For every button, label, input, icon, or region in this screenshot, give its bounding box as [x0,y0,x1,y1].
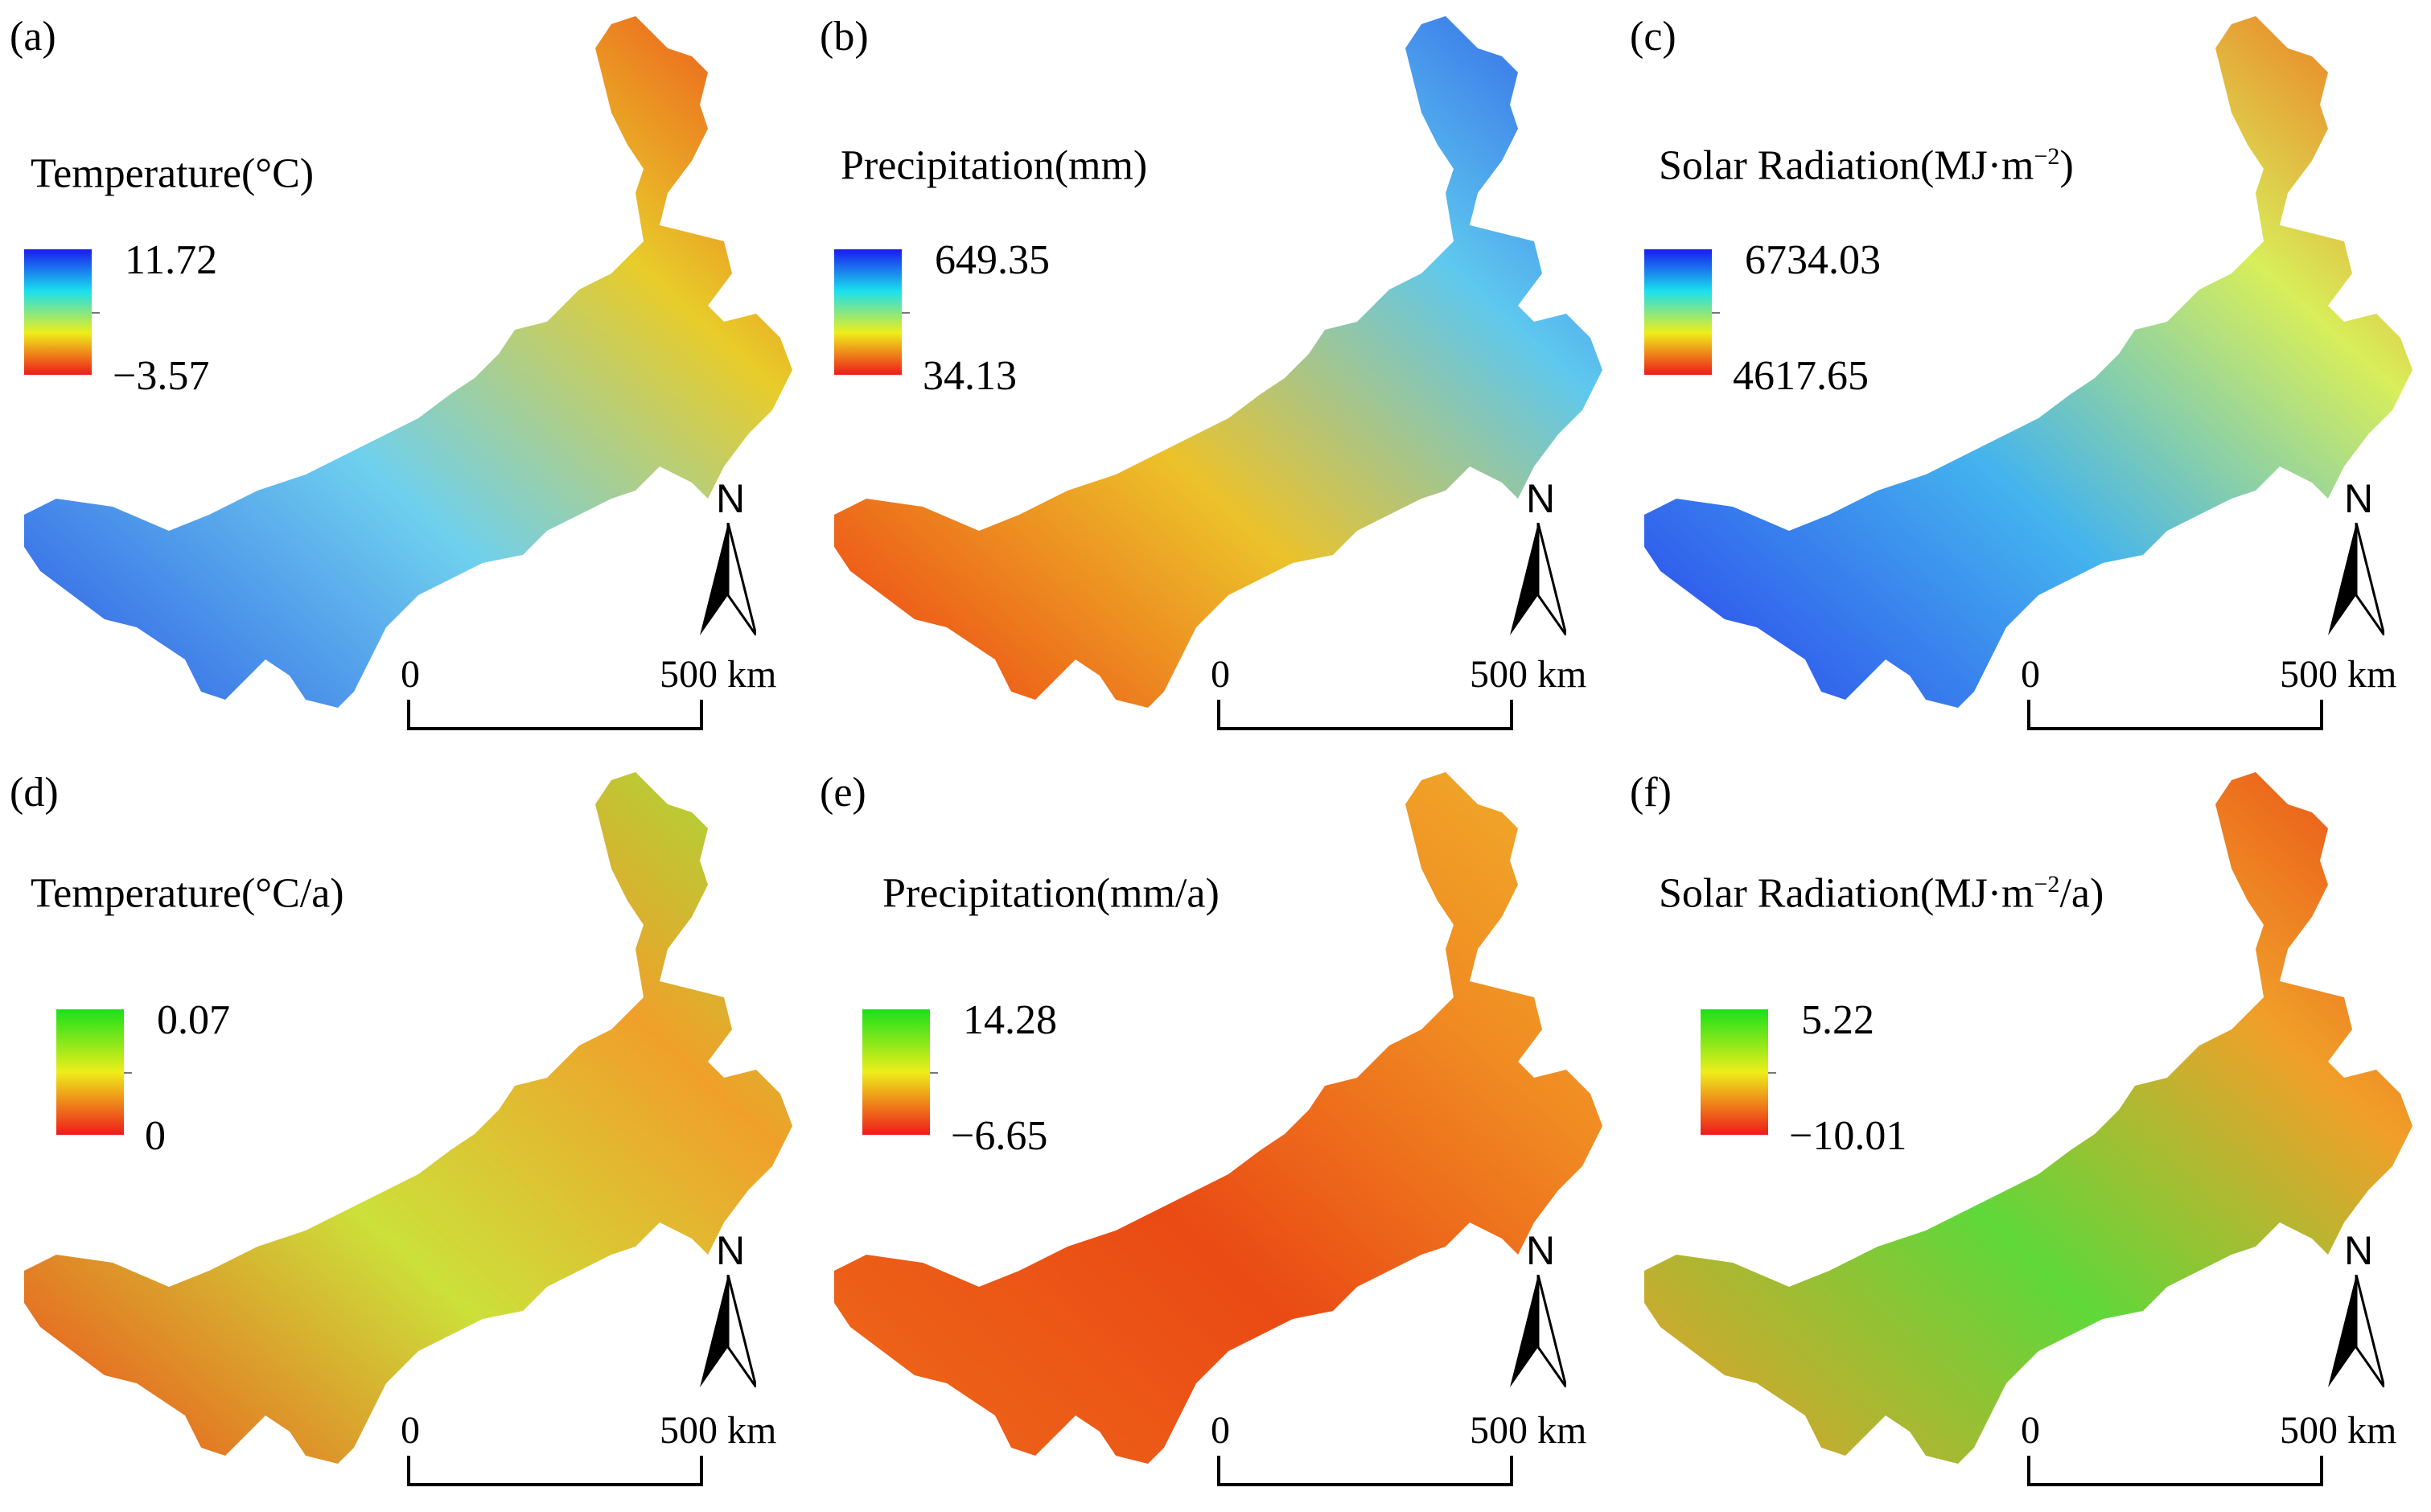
panel-label: (b) [820,14,869,60]
legend-min-value: 0 [145,1113,166,1159]
region-shape [834,16,1602,708]
legend-min-value: 4617.65 [1733,353,1869,399]
region-shape [24,772,792,1464]
legend-tick [902,312,910,314]
variable-title: Precipitation(mm) [841,142,1148,189]
scale-start-label: 0 [2021,1409,2040,1452]
region-map [1644,16,2412,708]
north-arrow-icon [2328,1275,2384,1387]
panel-label: (e) [820,770,866,816]
legend-tick [1712,312,1720,314]
legend-colorbar [1701,1009,1768,1135]
legend-max-value: 11.72 [125,237,218,283]
legend-max-value: 0.07 [157,997,230,1043]
map-panel-a: (a) Temperature(°C) 11.72 −3.57 N 0 500 … [0,0,810,756]
north-arrow-icon [2328,523,2384,635]
legend-min-value: −10.01 [1789,1113,1907,1159]
region-shape [1644,772,2412,1464]
legend-colorbar [834,249,902,375]
variable-title: Precipitation(mm/a) [882,870,1220,917]
legend-min-value: −3.57 [113,353,210,399]
north-label: N [2344,1228,2374,1273]
legend-max-value: 5.22 [1801,997,1874,1043]
region-shape [1644,16,2412,708]
legend-max-value: 14.28 [963,997,1057,1043]
map-panel-e: (e) Precipitation(mm/a) 14.28 −6.65 N 0 … [810,756,1620,1512]
scale-end-label: 500 km [660,653,777,696]
north-label: N [1526,1228,1556,1273]
scale-bar [1217,1456,1513,1486]
scale-bar [407,1456,703,1486]
north-label: N [716,476,746,521]
region-map [24,16,792,708]
variable-title: Solar Radiation(MJ·m−2/a) [1659,870,2104,917]
legend-colorbar [1644,249,1712,375]
scale-end-label: 500 km [2280,1409,2397,1452]
legend-min-value: 34.13 [923,353,1017,399]
legend-max-value: 649.35 [935,237,1050,283]
legend-max-value: 6734.03 [1745,237,1881,283]
scale-start-label: 0 [2021,653,2040,696]
north-arrow-icon [1510,1275,1566,1387]
legend-min-value: −6.65 [951,1113,1048,1159]
region-shape [24,16,792,708]
panel-label: (c) [1630,14,1676,60]
map-panel-b: (b) Precipitation(mm) 649.35 34.13 N 0 5… [810,0,1620,756]
scale-start-label: 0 [1211,653,1230,696]
panel-label: (d) [10,770,59,816]
scale-start-label: 0 [1211,1409,1230,1452]
legend-colorbar [24,249,92,375]
panel-label: (f) [1630,770,1672,816]
scale-end-label: 500 km [1470,1409,1587,1452]
north-label: N [716,1228,746,1273]
legend-tick [92,312,100,314]
scale-end-label: 500 km [1470,653,1587,696]
map-panel-c: (c) Solar Radiation(MJ·m−2) 6734.03 4617… [1620,0,2430,756]
north-arrow-icon [1510,523,1566,635]
scale-end-label: 500 km [660,1409,777,1452]
scale-bar [2027,1456,2323,1486]
legend-colorbar [56,1009,124,1135]
north-arrow-icon [700,523,756,635]
legend-tick [1768,1072,1776,1074]
region-map [1644,772,2412,1464]
north-label: N [1526,476,1556,521]
legend-tick [124,1072,132,1074]
scale-bar [407,700,703,730]
map-panel-f: (f) Solar Radiation(MJ·m−2/a) 5.22 −10.0… [1620,756,2430,1512]
legend-tick [930,1072,938,1074]
north-label: N [2344,476,2374,521]
legend-colorbar [862,1009,930,1135]
scale-bar [1217,700,1513,730]
scale-end-label: 500 km [2280,653,2397,696]
region-map [24,772,792,1464]
scale-start-label: 0 [401,653,420,696]
region-shape [834,772,1602,1464]
variable-title: Temperature(°C) [31,150,315,197]
region-map [834,772,1602,1464]
variable-title: Temperature(°C/a) [31,870,344,917]
variable-title: Solar Radiation(MJ·m−2) [1659,142,2074,189]
scale-start-label: 0 [401,1409,420,1452]
north-arrow-icon [700,1275,756,1387]
region-map [834,16,1602,708]
panel-label: (a) [10,14,56,60]
map-panel-d: (d) Temperature(°C/a) 0.07 0 N 0 500 km [0,756,810,1512]
scale-bar [2027,700,2323,730]
